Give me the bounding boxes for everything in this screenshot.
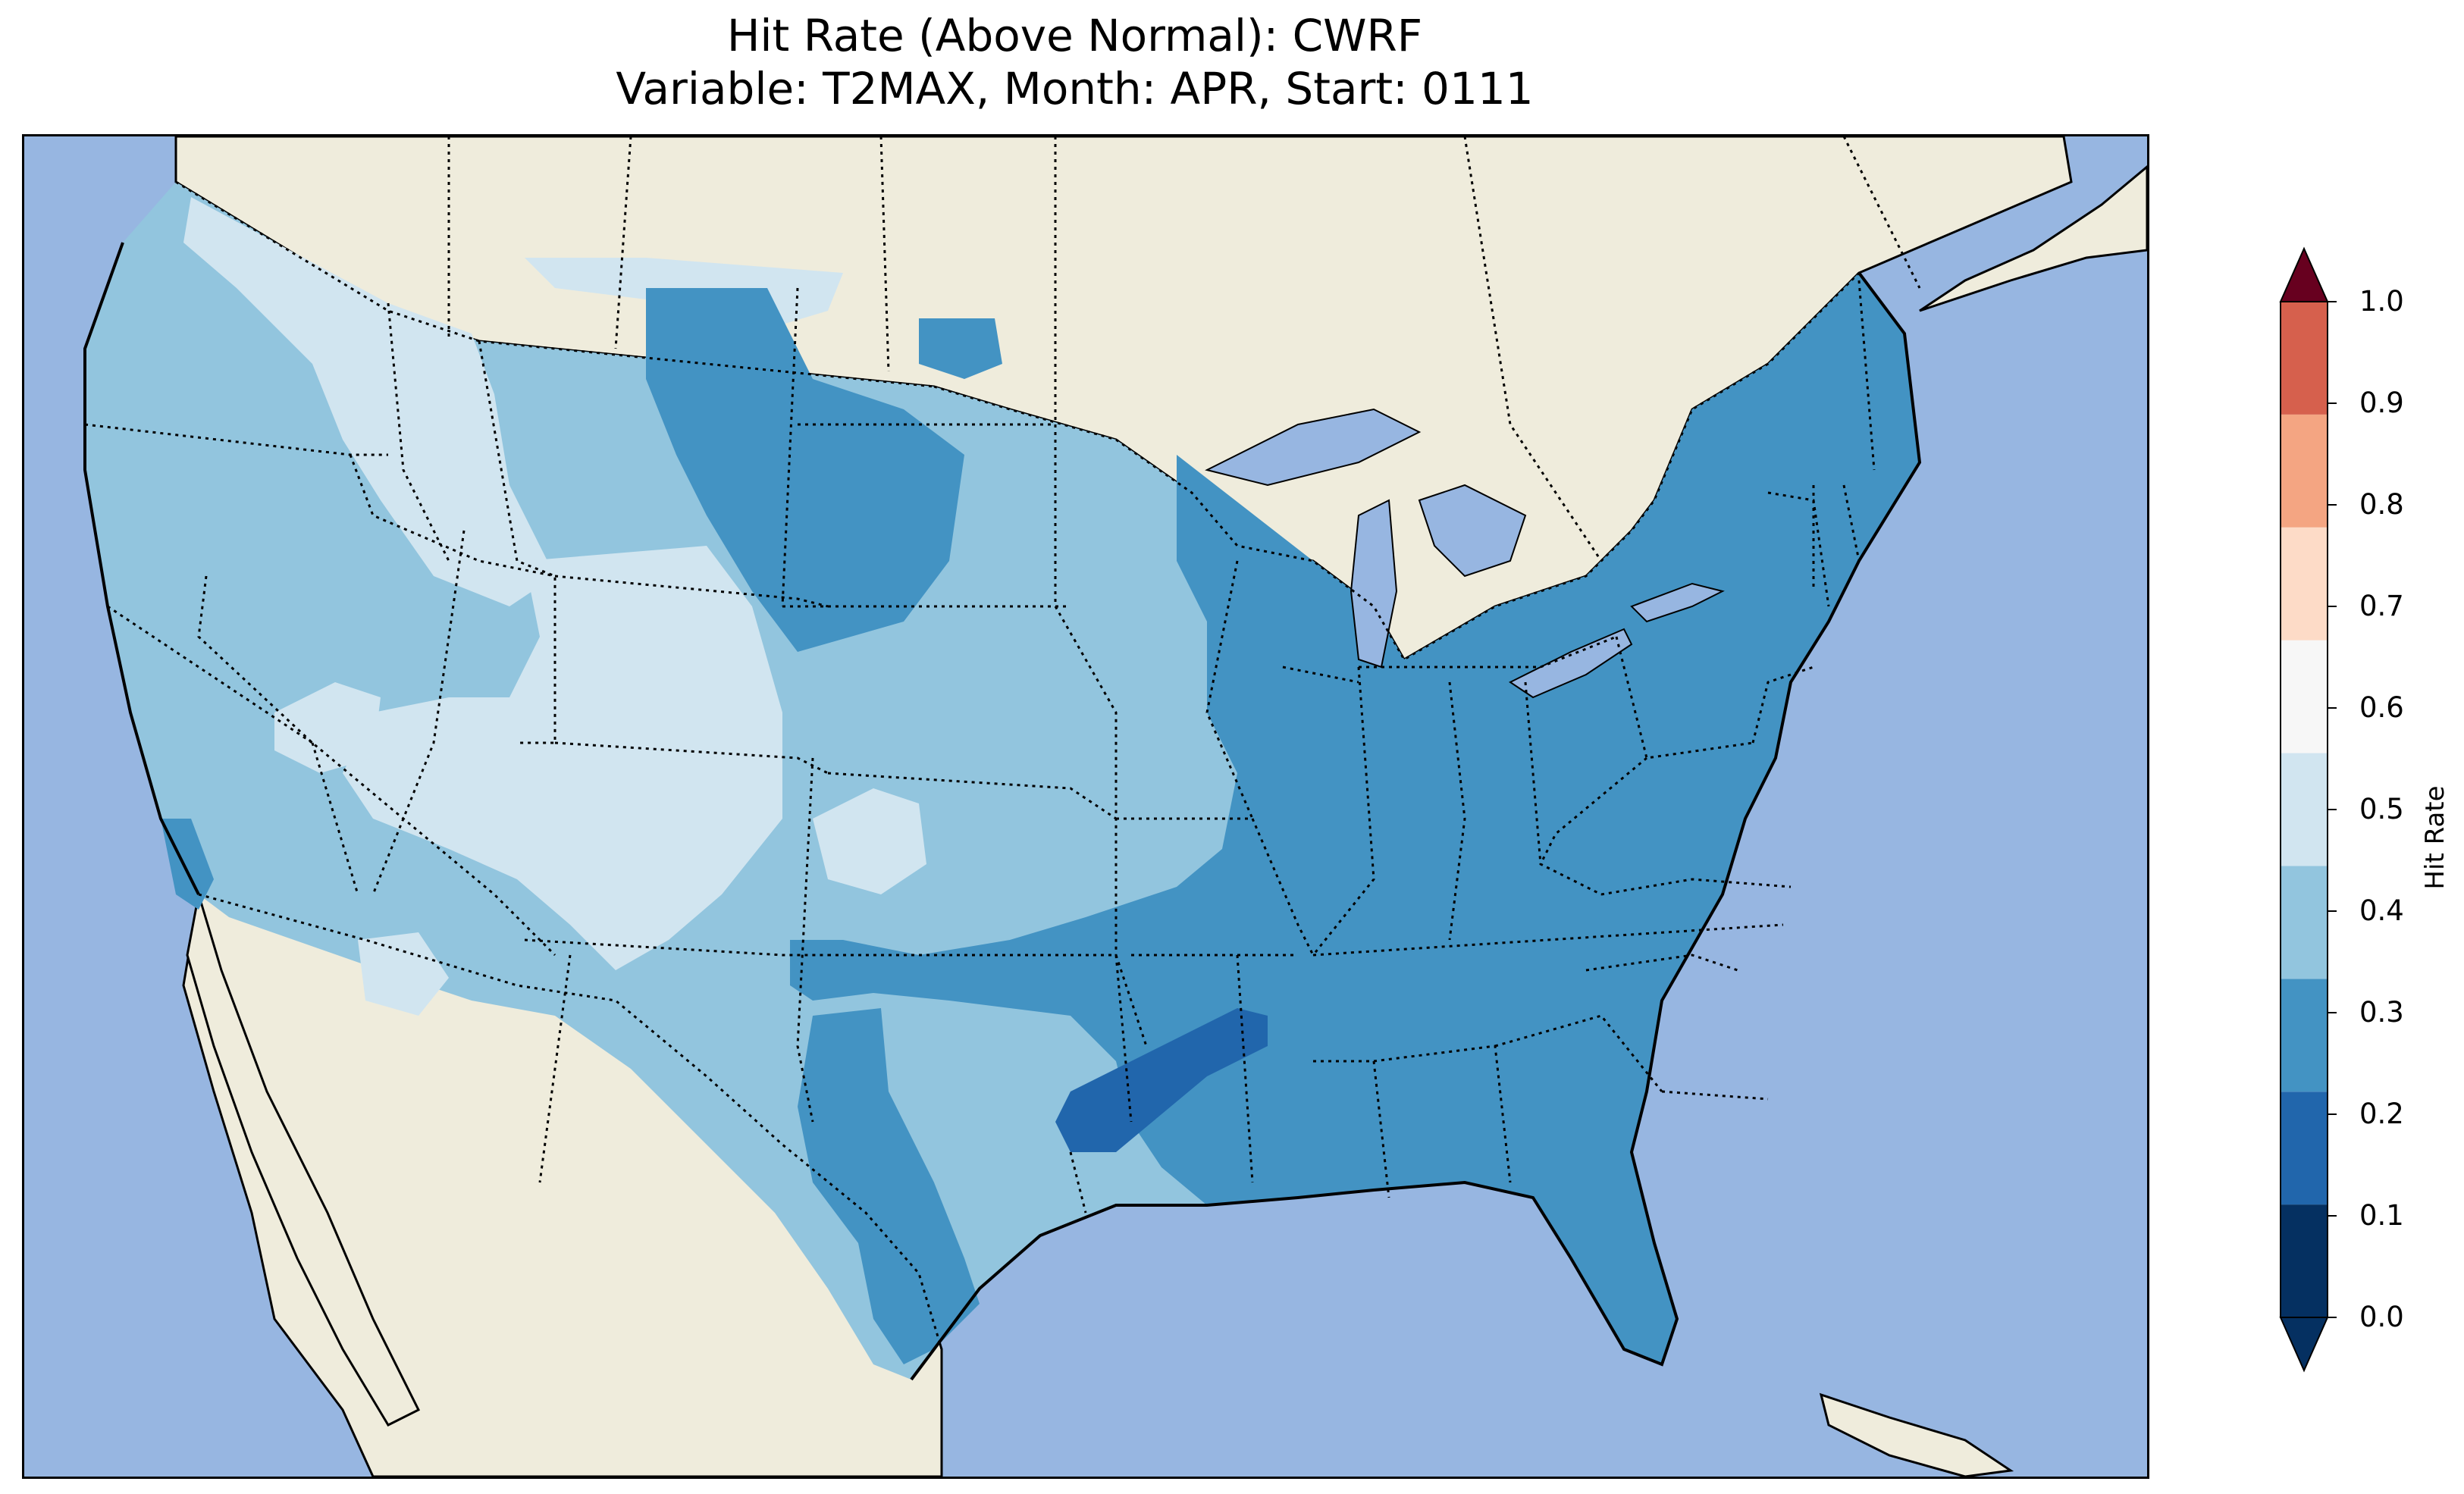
colorbar-extend-bottom <box>2279 1317 2329 1373</box>
colorbar-bin <box>2281 414 2328 528</box>
map-svg <box>24 136 2147 1477</box>
colorbar-tick-label: 0.7 <box>2359 590 2404 622</box>
dark-regions <box>1055 1008 1268 1152</box>
coastlines <box>83 242 1922 1381</box>
baja-land <box>186 894 421 1427</box>
colorbar-bin <box>2281 1204 2328 1317</box>
colorbar-extend-top <box>2279 246 2329 302</box>
cuba-land <box>1819 1392 2014 1477</box>
map-title: Hit Rate (Above Normal): CWRF Variable: … <box>0 9 2149 115</box>
colorbar-bin <box>2281 753 2328 866</box>
colorbar-tick-label: 0.2 <box>2359 1098 2404 1130</box>
colorbar-bin <box>2281 527 2328 641</box>
colorbar-tick-label: 0.6 <box>2359 691 2404 724</box>
colorbar-tick-label: 0.0 <box>2359 1301 2404 1333</box>
colorbar: 0.0 0.1 0.2 0.3 0.4 0.5 0.6 0.7 0.8 0.9 1.0 <box>2267 241 2464 1378</box>
colorbar-bin <box>2281 1092 2328 1205</box>
colorbar-tick-label: 0.3 <box>2359 996 2404 1029</box>
colorbar-tick-label: 0.1 <box>2359 1199 2404 1232</box>
colorbar-svg <box>2279 246 2337 1373</box>
colorbar-tick-label: 0.8 <box>2359 488 2404 521</box>
title-line-2: Variable: T2MAX, Month: APR, Start: 0111 <box>616 63 1534 114</box>
province-borders <box>447 136 1921 562</box>
maritimes-land <box>1919 165 2147 312</box>
colorbar-tick-label: 1.0 <box>2359 285 2404 318</box>
great-lakes <box>1205 408 1725 699</box>
colorbar-tick-label: 0.4 <box>2359 894 2404 927</box>
colorbar-bin <box>2281 979 2328 1092</box>
colorbar-bin <box>2281 640 2328 753</box>
colorbar-bin <box>2281 302 2328 415</box>
title-line-1: Hit Rate (Above Normal): CWRF <box>726 10 1423 61</box>
map-panel <box>22 134 2149 1479</box>
country-borders <box>175 180 1861 1350</box>
colorbar-tick-label: 0.9 <box>2359 387 2404 419</box>
colorbar-label: Hit Rate <box>2420 785 2450 890</box>
colorbar-tick-label: 0.5 <box>2359 793 2404 825</box>
colorbar-bin <box>2281 866 2328 979</box>
medium-regions <box>161 273 1920 1364</box>
